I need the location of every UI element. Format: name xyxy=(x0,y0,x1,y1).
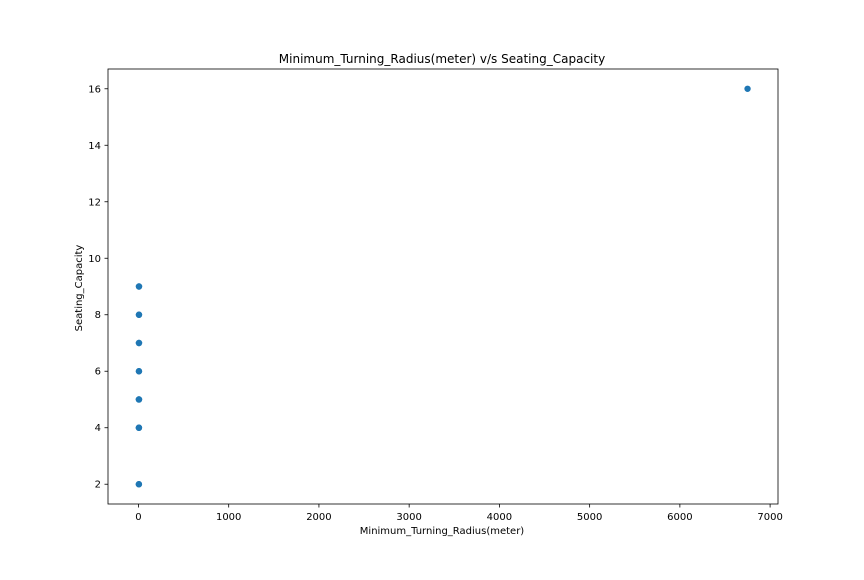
chart-title: Minimum_Turning_Radius(meter) v/s Seatin… xyxy=(279,52,605,66)
data-point xyxy=(135,396,143,403)
data-point xyxy=(135,368,143,375)
y-tick-label: 4 xyxy=(95,423,101,434)
x-tick-label: 2000 xyxy=(306,512,331,523)
data-point xyxy=(744,85,751,92)
x-tick-label: 5000 xyxy=(577,512,602,523)
x-tick-label: 0 xyxy=(135,512,141,523)
x-tick-label: 7000 xyxy=(757,512,782,523)
data-point xyxy=(135,339,143,347)
y-tick-label: 12 xyxy=(88,197,101,208)
y-tick-label: 10 xyxy=(88,254,101,265)
y-tick-label: 16 xyxy=(88,84,101,95)
y-tick-label: 14 xyxy=(88,141,101,152)
data-point xyxy=(135,311,143,318)
y-tick-label: 8 xyxy=(95,310,101,321)
x-axis-label: Minimum_Turning_Radius(meter) xyxy=(360,526,525,537)
data-point xyxy=(135,481,143,488)
x-axis-ticks: 0 1000 2000 3000 4000 5000 6000 7000 xyxy=(135,504,783,523)
x-tick-label: 6000 xyxy=(667,512,692,523)
x-tick-label: 1000 xyxy=(216,512,241,523)
x-tick-label: 3000 xyxy=(396,512,421,523)
y-axis-ticks: 2 4 6 8 10 12 14 16 xyxy=(88,84,108,491)
points-layer xyxy=(135,85,751,488)
plot-frame xyxy=(107,68,779,505)
x-tick-label: 4000 xyxy=(487,512,512,523)
data-point xyxy=(135,283,143,290)
y-tick-label: 6 xyxy=(95,367,101,378)
y-tick-label: 2 xyxy=(95,480,101,491)
y-axis-label: Seating_Capacity xyxy=(74,245,85,332)
data-point xyxy=(135,424,143,431)
